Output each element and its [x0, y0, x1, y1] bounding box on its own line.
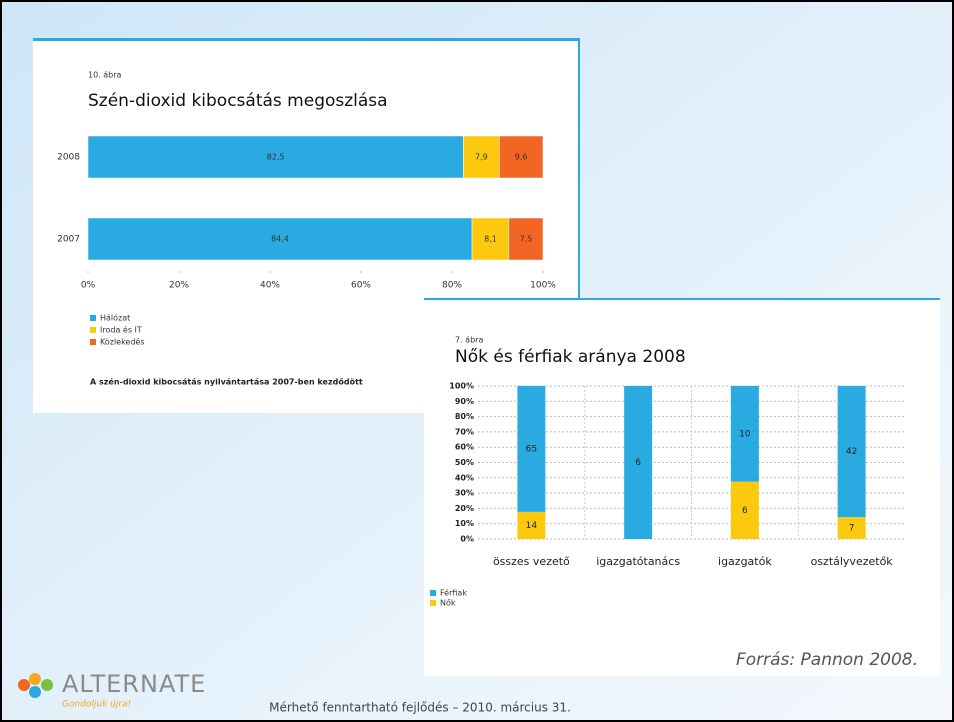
figure-label: 10. ábra	[88, 71, 122, 80]
x-tick-label: 80%	[442, 281, 462, 291]
value-label: 10	[739, 429, 751, 439]
bar-segment	[730, 481, 759, 539]
logo-name: ALTERNATE	[62, 670, 206, 698]
bar-segment	[463, 135, 500, 179]
legend-swatch	[90, 327, 96, 333]
y-tick-label: 20%	[455, 504, 474, 513]
y-tick-label: 90%	[455, 397, 474, 406]
x-tick-label: 20%	[169, 281, 189, 291]
bar-segment	[517, 511, 546, 539]
legend-label: Férfiak	[440, 588, 467, 598]
y-tick-label: 40%	[455, 473, 474, 482]
y-tick-label: 2008	[57, 153, 80, 163]
value-label: 14	[526, 521, 538, 531]
logo-slogan: Gondoljuk újra!	[62, 700, 131, 710]
y-tick-label: 2007	[57, 235, 80, 245]
bar-segment	[508, 217, 544, 261]
y-tick-label: 100%	[449, 382, 474, 391]
bar-segment	[730, 386, 759, 482]
x-tick-label: igazgatótanács	[596, 555, 680, 568]
x-tick-label: 100%	[530, 281, 556, 291]
logo-icon	[18, 673, 53, 698]
legend-label: Nők	[440, 599, 456, 608]
x-tick-label: összes vezető	[493, 555, 570, 568]
bar-segment	[517, 386, 546, 512]
bar-segment	[837, 386, 866, 518]
chart-title: Szén-dioxid kibocsátás megoszlása	[88, 91, 388, 111]
bar-segment	[87, 217, 473, 261]
value-label: 65	[526, 444, 537, 454]
figure-label: 7. ábra	[455, 336, 483, 345]
x-tick-label: 40%	[260, 281, 280, 291]
y-tick-label: 0%	[460, 535, 474, 544]
bar-segment	[837, 517, 866, 539]
y-tick-label: 30%	[455, 489, 474, 498]
value-label: 7,9	[475, 153, 488, 162]
bar-segment	[499, 135, 544, 179]
x-tick-label: 60%	[351, 281, 371, 291]
note: A szén-dioxid kibocsátás nyilvántartása …	[90, 377, 363, 387]
chart-title: Nők és férfiak aránya 2008	[455, 347, 686, 367]
value-label: 6	[742, 506, 748, 516]
y-tick-label: 50%	[455, 458, 474, 467]
x-tick-label: igazgatók	[718, 555, 772, 568]
y-tick-label: 60%	[455, 443, 474, 452]
x-tick-label: 0%	[81, 281, 96, 291]
y-tick-label: 80%	[455, 412, 474, 421]
value-label: 9,6	[515, 153, 528, 162]
y-tick-label: 10%	[455, 519, 474, 528]
value-label: 6	[635, 458, 641, 468]
bar-segment	[87, 135, 464, 179]
source: Forrás: Pannon 2008.	[736, 650, 918, 670]
footer: Mérhető fenntartható fejlődés – 2010. má…	[269, 701, 571, 715]
legend-label: Iroda és IT	[100, 325, 142, 335]
panel-1-border	[33, 38, 580, 41]
value-label: 7	[849, 524, 855, 534]
legend-swatch	[430, 600, 436, 606]
x-tick-label: osztályvezetők	[811, 555, 894, 568]
panel-1-side	[578, 38, 580, 413]
bar-segment	[471, 217, 510, 261]
legend-label: Hálózat	[100, 313, 130, 323]
legend-swatch	[90, 339, 96, 345]
value-label: 7,5	[520, 235, 533, 244]
value-label: 84,4	[271, 235, 289, 244]
value-label: 82,5	[267, 153, 285, 162]
value-label: 42	[846, 447, 857, 457]
bar-segment	[624, 386, 653, 539]
legend-swatch	[430, 590, 436, 596]
y-tick-label: 70%	[455, 427, 474, 436]
legend-label: Közlekedés	[100, 337, 145, 347]
legend-swatch	[90, 315, 96, 321]
panel-2-border	[424, 298, 940, 300]
value-label: 8,1	[484, 235, 497, 244]
